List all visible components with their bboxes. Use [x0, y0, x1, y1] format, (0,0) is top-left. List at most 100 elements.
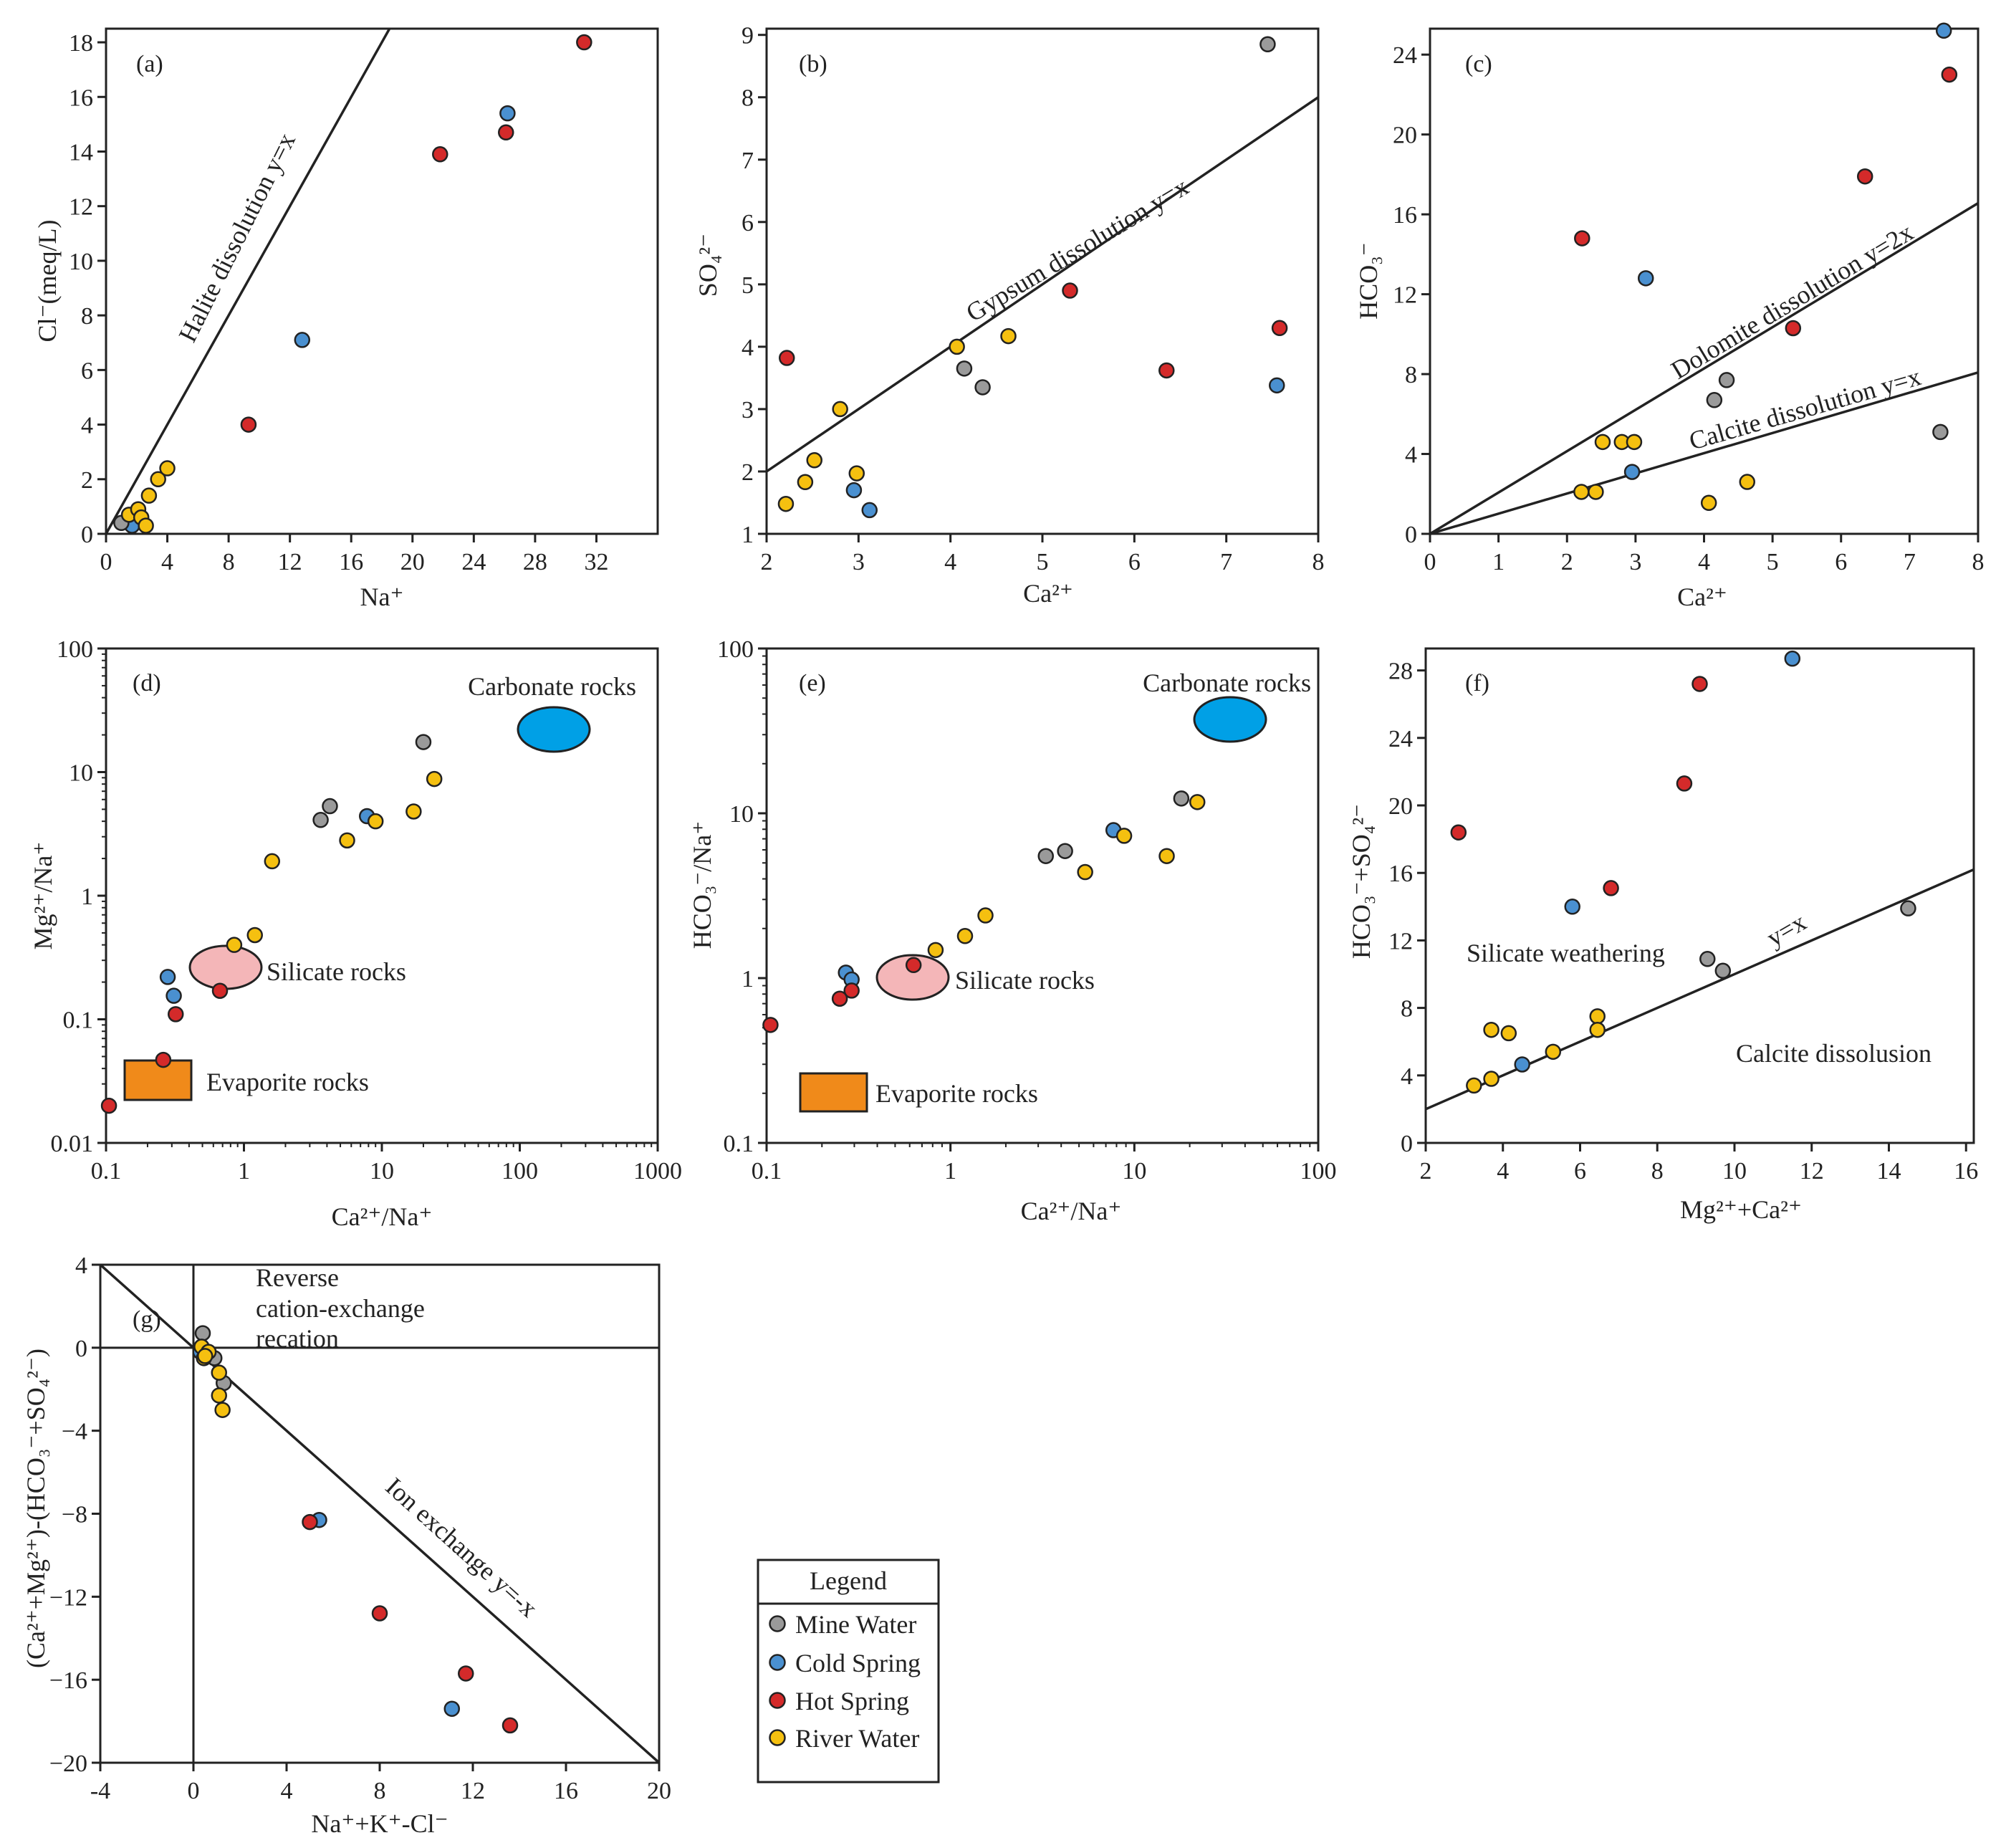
panel-g-xtick-label: 16 [554, 1778, 578, 1804]
panel-d-point-river [264, 853, 281, 870]
panel-e-point-river [1115, 828, 1133, 844]
panel-c-point-cold [1623, 464, 1641, 480]
panel-a-point-hot [240, 416, 257, 433]
panel-e-xtick-label: 10 [1122, 1158, 1146, 1184]
panel-g-ylabel: (Ca²⁺+Mg²⁺)-(HCO₃⁻+SO₄²⁻) [21, 1349, 50, 1668]
panel-e-end-members: 0.1 1 10 100 0.1 1 10 100 (e) Carbonate rocks S… [688, 636, 1337, 1225]
panel-f-point-river [1589, 1008, 1606, 1025]
panel-f-point-river [1466, 1077, 1482, 1094]
panel-g-point-cold [443, 1700, 460, 1717]
legend-marker-river-water [769, 1729, 786, 1746]
panel-f-point-mine [1699, 951, 1716, 967]
panel-a-point-river [140, 487, 158, 504]
panel-e-point-river [977, 907, 994, 924]
panel-c-point-river [1594, 434, 1611, 451]
panel-b-ytick-label: 3 [742, 397, 754, 423]
panel-d-xtick-label: 10 [370, 1158, 394, 1184]
panel-e-point-mine [1037, 848, 1055, 864]
panel-b-ytick-label: 2 [742, 459, 754, 486]
panel-a-point-hot [576, 34, 592, 51]
panel-c-ylabel: HCO₃⁻ [1354, 242, 1383, 320]
legend-marker-cold-spring [769, 1654, 786, 1671]
panel-a-ytick-label: 8 [81, 303, 93, 330]
panel-d-xtick-label: 1 [238, 1158, 250, 1184]
panel-b-point-river [848, 465, 865, 482]
panel-b-xtick-label: 5 [1037, 549, 1049, 575]
panel-b-point-hot [1271, 320, 1288, 337]
panel-d-carbonate-label: Carbonate rocks [468, 672, 636, 701]
panel-a-point-cold [294, 332, 311, 348]
panel-d-evaporite-label: Evaporite rocks [206, 1068, 369, 1096]
panel-f-ytick-label: 20 [1388, 793, 1413, 820]
panel-a-ylabel: Cl⁻(meq/L) [33, 220, 62, 343]
panel-a-ytick-label: 16 [69, 85, 93, 111]
panel-a-xtick-label: 20 [400, 549, 425, 575]
panel-b-point-cold [845, 482, 863, 499]
panel-f-xtick-label: 14 [1876, 1158, 1901, 1184]
panel-a-point-hot [498, 124, 514, 141]
panel-f-calcite-label: Calcite dissolusion [1736, 1039, 1932, 1068]
panel-d-silicate-region [188, 944, 263, 990]
panel-b-xtick-label: 7 [1220, 549, 1232, 575]
panel-f-ytick-label: 16 [1388, 861, 1413, 887]
panel-f-point-river [1483, 1071, 1499, 1087]
panel-b-point-river [797, 474, 814, 491]
panel-f-xtick-label: 4 [1497, 1158, 1509, 1184]
panel-c-xtick-label: 8 [1972, 549, 1985, 575]
panel-e-point-mine [1057, 843, 1073, 859]
panel-e-ytick-label: 0.1 [724, 1131, 754, 1157]
panel-g-annotation-line2: cation-exchange [256, 1294, 425, 1323]
panel-f-xtick-label: 8 [1651, 1158, 1664, 1184]
panel-g-point-hot [371, 1605, 388, 1622]
panel-f-point-hot [1450, 824, 1467, 841]
panel-c-ytick-label: 8 [1405, 362, 1417, 388]
panel-g-points [192, 1325, 519, 1734]
panel-c-ytick-label: 0 [1405, 522, 1417, 548]
panel-c-label: (c) [1465, 51, 1492, 77]
panel-e-ytick-label: 100 [717, 636, 754, 663]
panel-a-xlabel: Na⁺ [360, 583, 404, 611]
panel-f-point-cold [1564, 899, 1580, 915]
panel-g-annotation-line3: recation [256, 1324, 339, 1353]
panel-g-point-hot [458, 1665, 474, 1682]
panel-c-point-mine [1718, 372, 1735, 388]
panel-d-point-mine [415, 734, 432, 750]
panel-e-point-river [956, 928, 974, 944]
panel-f-point-river [1500, 1025, 1517, 1042]
panel-c-point-mine [1706, 392, 1723, 408]
panel-g-ytick-label: −16 [49, 1667, 87, 1694]
panel-a-ytick-label: 12 [69, 194, 93, 221]
panel-b-point-hot [1158, 362, 1175, 379]
panel-c-point-river [1739, 474, 1755, 490]
panel-f-point-mine [1900, 900, 1916, 916]
panel-g-xtick-label: 8 [374, 1778, 386, 1804]
panel-a-xtick-label: 4 [161, 549, 173, 575]
panel-b-ytick-label: 9 [742, 23, 754, 49]
panel-b-point-river [806, 452, 822, 469]
panel-c-xtick-label: 1 [1492, 549, 1505, 575]
panel-c-point-hot [1785, 320, 1802, 337]
panel-g-point-river [197, 1348, 213, 1364]
panel-g-xlabel: Na⁺+K⁺-Cl⁻ [311, 1809, 448, 1838]
panel-d-point-mine [322, 798, 338, 815]
panel-f-ylabel: HCO₃⁻+SO₄²⁻ [1347, 804, 1376, 959]
panel-c-ytick-label: 12 [1393, 282, 1417, 309]
panel-e-carbonate-region [1193, 696, 1267, 743]
panel-c-ytick-label: 24 [1393, 42, 1417, 69]
panel-d-ytick-label: 100 [57, 636, 93, 663]
panel-d-point-river [339, 832, 355, 849]
panel-a-ytick-label: 6 [81, 358, 93, 384]
panel-d-evaporite-region [123, 1059, 193, 1101]
panel-e-silicate-label: Silicate rocks [955, 966, 1095, 995]
panel-d-label: (d) [133, 670, 161, 696]
panel-f-frame [1424, 647, 1975, 1144]
panel-g-ticks: -4 0 4 8 12 16 20 4 0 −4 −8 −12 −16 −20 [49, 1253, 671, 1804]
panel-f-ytick-label: 8 [1401, 996, 1413, 1023]
panel-d-ytick-label: 0.1 [63, 1007, 94, 1034]
panel-b-point-cold [1269, 377, 1285, 394]
panel-b-ytick-label: 6 [742, 210, 754, 236]
panel-c-xtick-label: 3 [1629, 549, 1641, 575]
panel-c-point-hot [1856, 168, 1873, 185]
panel-f-ytick-label: 12 [1388, 928, 1413, 954]
